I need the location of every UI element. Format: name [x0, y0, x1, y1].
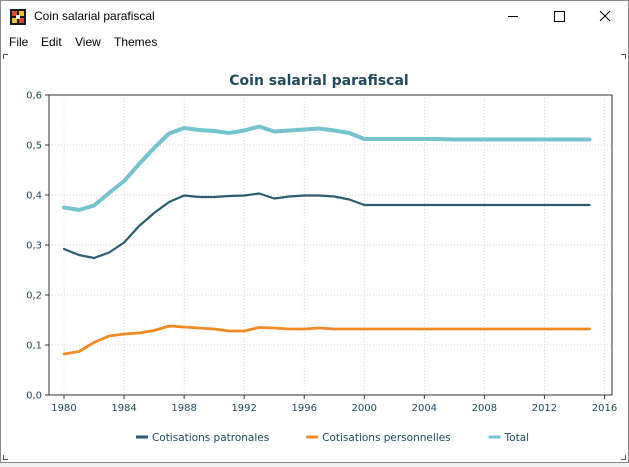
menu-view[interactable]: View	[75, 35, 101, 49]
maximize-icon	[554, 11, 565, 22]
maximize-button[interactable]	[536, 1, 582, 32]
chart-grid	[49, 95, 612, 395]
y-tick-label: 0,2	[26, 291, 42, 302]
plot-frame	[48, 94, 613, 396]
minimize-icon	[508, 16, 518, 17]
y-tick-label: 0,1	[26, 341, 42, 352]
chart-legend: Cotisations patronales Cotisations person…	[135, 432, 530, 444]
corner-mark	[621, 455, 626, 460]
window-title: Coin salarial parafiscal	[34, 9, 155, 23]
legend-item: Total	[488, 432, 530, 444]
corner-mark	[3, 54, 8, 59]
x-tick-label: 1988	[171, 403, 196, 414]
y-tick-label: 0,4	[26, 191, 42, 202]
legend-label: Cotisations personnelles	[322, 432, 451, 444]
menu-themes[interactable]: Themes	[114, 35, 158, 49]
minimize-button[interactable]	[490, 1, 536, 32]
app-icon	[10, 9, 26, 25]
x-tick-label: 1980	[51, 403, 76, 414]
x-tick-label: 1984	[111, 403, 136, 414]
chart-area: Coin salarial parafiscal 0,0 0,1 0,2 0,3 0,4…	[1, 52, 628, 462]
line-chart: Coin salarial parafiscal 0,0 0,1 0,2 0,3 0,4…	[26, 73, 617, 444]
y-tick-label: 0,6	[26, 91, 42, 102]
series-line-1	[62, 324, 591, 356]
y-tick-label: 0,3	[26, 241, 42, 252]
chart-series	[62, 124, 592, 356]
corner-mark	[621, 54, 626, 59]
y-axis: 0,0 0,1 0,2 0,3 0,4 0,5 0,6	[26, 91, 49, 402]
x-tick-label: 2004	[412, 403, 437, 414]
legend-item: Cotisations personnelles	[306, 432, 451, 444]
close-button[interactable]	[582, 1, 628, 32]
x-tick-label: 2016	[592, 403, 617, 414]
menu-file[interactable]: File	[9, 35, 29, 49]
legend-label: Cotisations patronales	[152, 432, 269, 444]
y-tick-label: 0,0	[26, 391, 42, 402]
menu-edit[interactable]: Edit	[41, 35, 62, 49]
close-icon	[599, 10, 611, 22]
chart-title: Coin salarial parafiscal	[229, 73, 408, 89]
x-tick-label: 2000	[352, 403, 377, 414]
x-tick-label: 2008	[472, 403, 497, 414]
x-tick-label: 1992	[231, 403, 256, 414]
legend-label: Total	[504, 432, 530, 444]
x-tick-label: 1996	[292, 403, 317, 414]
series-line-2	[62, 124, 592, 212]
x-axis: 1980 1984 1988 1992 1996 2000 2004 2008 2012 2016	[51, 395, 617, 414]
legend-item: Cotisations patronales	[135, 432, 269, 444]
x-tick-label: 2012	[532, 403, 557, 414]
corner-mark	[3, 455, 8, 460]
menu-bar: File Edit View Themes	[1, 32, 628, 52]
title-bar[interactable]: Coin salarial parafiscal	[1, 1, 628, 32]
series-line-0	[62, 192, 591, 260]
y-tick-label: 0,5	[26, 141, 42, 152]
